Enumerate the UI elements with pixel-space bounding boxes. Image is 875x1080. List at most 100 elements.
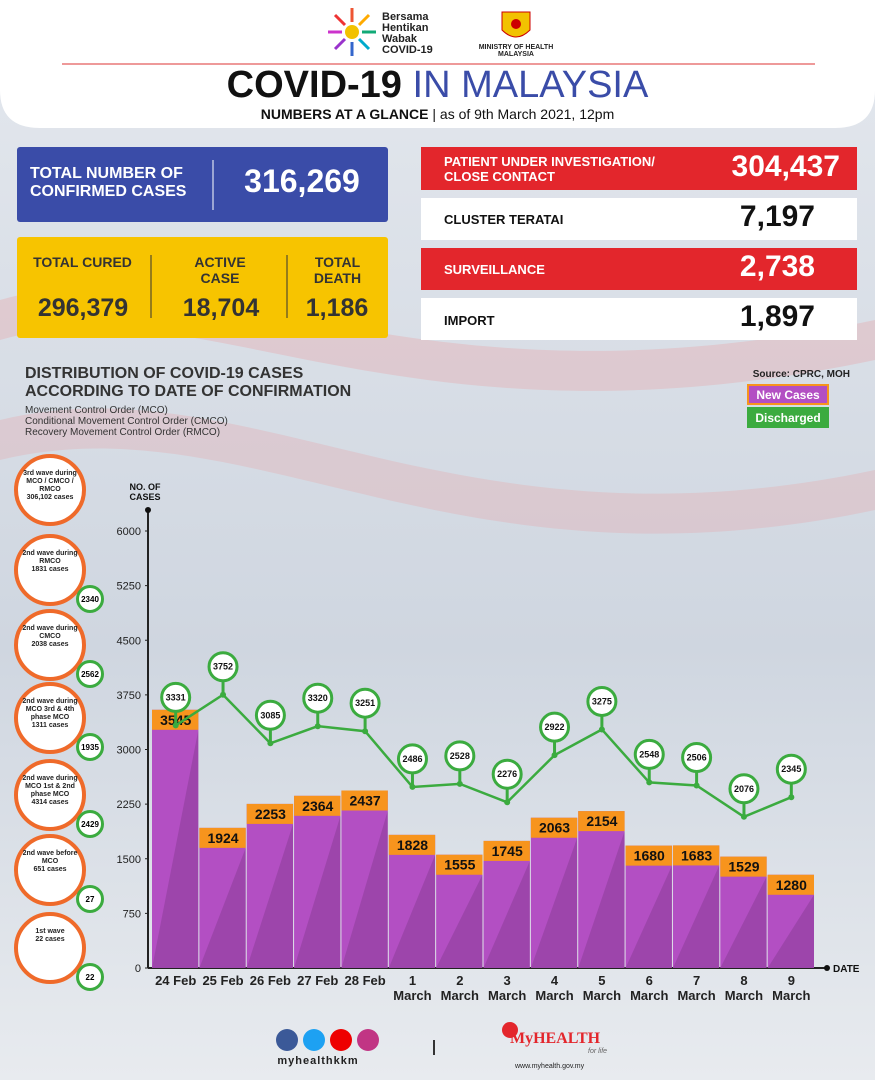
bar-value-label: 2253 [255, 806, 286, 822]
wave-discharged: 2429 [76, 810, 104, 838]
wave-cases: 651 cases [33, 866, 67, 873]
point-value-label: 2922 [545, 722, 565, 732]
bar-shade [530, 837, 578, 968]
y-tick-label: 750 [123, 908, 141, 920]
bar-value-label: 1555 [444, 857, 475, 873]
point [267, 740, 274, 747]
stat-label: ACTIVE CASE [194, 254, 246, 286]
bar-value-label: 2364 [302, 798, 333, 814]
title-bold: COVID-19 [226, 64, 402, 106]
point-value-label: 3085 [260, 710, 280, 720]
wave-cases: 306,102 cases [26, 494, 74, 501]
logo-line: Wabak [382, 33, 418, 45]
point [172, 722, 179, 729]
point-badge [681, 741, 713, 773]
point-value-label: 3251 [355, 698, 375, 708]
bar-cap [483, 840, 530, 861]
x-tick-label: 24 Feb [155, 973, 197, 988]
y-tick-label: 3000 [117, 745, 141, 757]
point-value-label: 2486 [402, 754, 422, 764]
wave-label: 1st wave 22 cases [19, 928, 81, 944]
point-badge [396, 743, 428, 775]
bar-value-label: 1680 [634, 848, 665, 864]
bar [152, 709, 199, 968]
point [693, 782, 700, 789]
point [551, 752, 558, 759]
ministry: MINISTRY OF HEALTH MALAYSIA [478, 44, 554, 58]
point [220, 691, 227, 698]
bar-cap [672, 845, 720, 866]
bar [294, 795, 341, 968]
stat-value: 304,437 [731, 150, 840, 183]
bar-shade [483, 860, 530, 968]
bar-value-label: 2154 [586, 813, 617, 829]
y-axis-label: NO. OF CASES [129, 482, 161, 502]
bar-cap [294, 795, 341, 816]
bar-shade [199, 847, 246, 968]
point-value-label: 2076 [734, 784, 754, 794]
wave-discharged: 2562 [76, 660, 104, 688]
y-tick-label: 6000 [117, 526, 141, 538]
wave-label: 2nd wave before MCO 651 cases [19, 850, 81, 874]
bar-shade [578, 831, 625, 968]
point-badge [254, 699, 286, 731]
x-tick-label: 5 March [582, 973, 622, 1003]
bar-shade [388, 854, 436, 968]
logo-line: Hentikan [382, 22, 429, 34]
stat-label: TOTAL NUMBER OF CONFIRMED CASES [30, 165, 187, 200]
stat-value: 1,897 [739, 300, 815, 333]
bar-shade [152, 729, 199, 968]
bar-shade [294, 815, 341, 968]
wave-discharged: 2340 [76, 585, 104, 613]
legend-label: New Cases [756, 388, 820, 402]
wave-label: 2nd wave during RMCO 1831 cases [19, 550, 81, 574]
point-value-label: 2548 [639, 749, 659, 759]
bar-shade [341, 810, 388, 968]
point [598, 726, 605, 733]
stat-value: 18,704 [182, 294, 260, 322]
point-value-label: 3331 [166, 692, 186, 702]
bar-shade [246, 823, 294, 968]
logo-line: COVID-19 [382, 44, 433, 56]
bar-cap [767, 874, 814, 895]
title-rest: IN MALAYSIA [412, 64, 649, 106]
subtitle: NUMBERS AT A GLANCE | as of 9th March 20… [260, 106, 615, 122]
axis-dot [824, 965, 830, 971]
axis-dot [145, 507, 151, 513]
wave-label: 3rd wave during MCO / CMCO / RMCO 306,102… [19, 470, 81, 502]
main-title: COVID-19 IN MALAYSIA [0, 64, 875, 107]
point-value-label: 2345 [781, 764, 801, 774]
bar-cap [388, 834, 436, 855]
bar-cap [530, 817, 578, 838]
wave-name: 2nd wave during CMCO [22, 625, 78, 640]
point-value-label: 2506 [687, 752, 707, 762]
source: Source: CPRC, MOH [752, 369, 850, 380]
bar-value-label: 1828 [397, 837, 428, 853]
bar-shade [720, 876, 767, 968]
bar-value-label: 1683 [681, 847, 712, 863]
point [740, 813, 747, 820]
wave-discharged: 1935 [76, 733, 104, 761]
x-tick-label: 2 March [440, 973, 479, 1003]
bar [483, 840, 530, 968]
point-value-label: 2528 [450, 751, 470, 761]
wave-label: 2nd wave during CMCO 2038 cases [19, 625, 81, 649]
bar-cap [341, 790, 388, 811]
bar-shade [767, 894, 814, 968]
x-tick-label: 6 March [630, 973, 669, 1003]
x-tick-label: 28 Feb [344, 973, 386, 988]
point-badge [349, 687, 381, 719]
stat-value: 1,186 [305, 294, 369, 322]
stat-value: 296,379 [37, 294, 129, 322]
bar [625, 845, 672, 968]
note: Movement Control Order (MCO) [25, 405, 168, 416]
x-axis-label: DATE [833, 964, 860, 975]
wave-cases: 1831 cases [31, 566, 69, 573]
bar-shade [625, 865, 672, 968]
y-tick-label: 5250 [117, 581, 141, 593]
wave-label: 2nd wave during MCO 3rd & 4th phase MCO 1… [19, 698, 81, 730]
y-tick-label: 3750 [117, 690, 141, 702]
wave-label: 2nd wave during MCO 1st & 2nd phase MCO 4… [19, 775, 81, 807]
